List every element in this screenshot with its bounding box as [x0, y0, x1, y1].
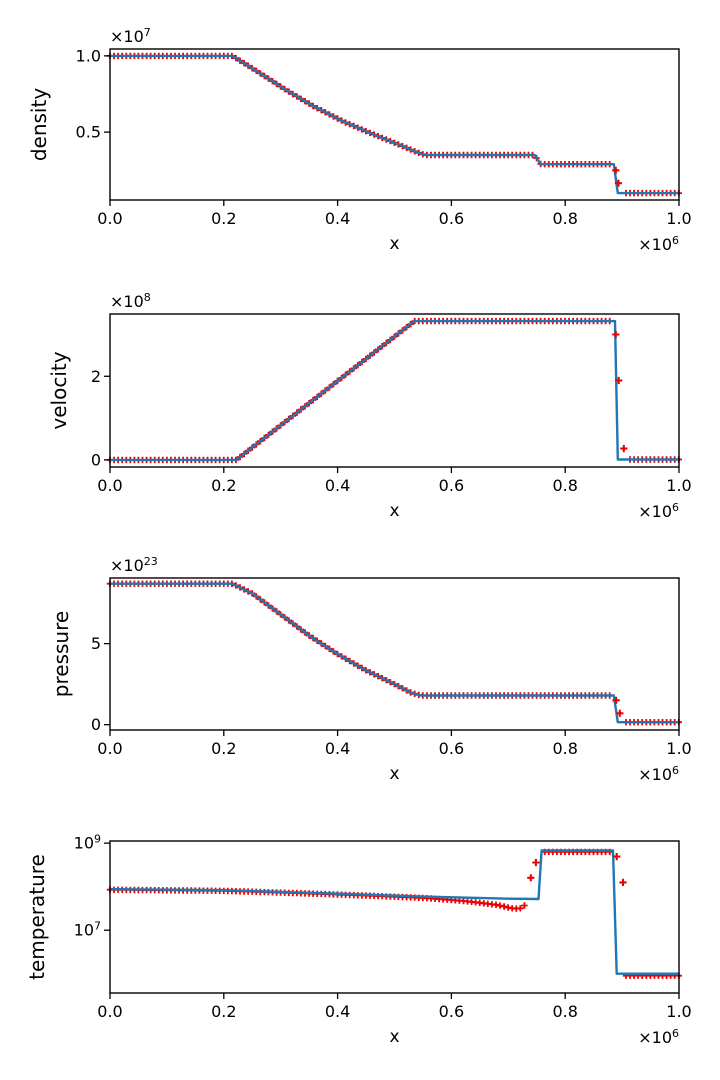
outlier-markers-velocity — [612, 330, 628, 453]
y-tick-label: 0 — [91, 715, 101, 734]
outlier-markers-density — [612, 166, 622, 187]
x-tick-label: 0.8 — [552, 739, 577, 758]
scatter-markers-density — [106, 52, 682, 197]
solution-line-velocity — [110, 319, 679, 462]
scatter-markers-velocity — [106, 317, 682, 464]
x-tick-label: 0.8 — [552, 209, 577, 228]
y-axis-label: pressure — [49, 611, 73, 697]
x-tick-label: 0.0 — [97, 739, 122, 758]
panel-density: 0.0 0.2 0.4 0.6 0.8 1.0 0.5 1.0 ×107 x ×106 density — [27, 26, 692, 254]
x-tick-label: 0.4 — [325, 209, 350, 228]
x-axis-label: x — [389, 764, 399, 784]
x-tick-label: 0.4 — [325, 739, 350, 758]
axes-frame-pressure — [109, 577, 680, 731]
x-tick-label: 0.6 — [439, 739, 464, 758]
x-axis-label: x — [389, 1027, 399, 1047]
y-offset-text: ×108 — [110, 291, 151, 311]
x-tick-label: 0.2 — [211, 739, 236, 758]
x-tick-label: 0.0 — [97, 209, 122, 228]
solution-line-pressure — [110, 582, 679, 724]
x-offset-text: ×106 — [638, 501, 679, 521]
y-axis-label: temperature — [25, 854, 49, 980]
y-axis-label: velocity — [47, 351, 71, 429]
x-tick-label: 0.8 — [552, 476, 577, 495]
x-tick-label: 0.2 — [211, 1002, 236, 1021]
x-tick-label: 0.8 — [552, 1002, 577, 1021]
axes-frame-density — [109, 48, 680, 201]
x-offset-text: ×106 — [638, 764, 679, 784]
scatter-markers-pressure — [106, 580, 682, 726]
y-tick-label: 0 — [91, 450, 101, 469]
y-tick-label: 0.5 — [76, 123, 101, 142]
x-tick-label: 0.0 — [97, 476, 122, 495]
outlier-markers-temperature — [527, 853, 627, 886]
y-tick-label: 2 — [91, 367, 101, 386]
x-tick-label: 0.6 — [439, 1002, 464, 1021]
y-tick-label: 109 — [74, 833, 101, 853]
y-tick-label: 107 — [74, 920, 101, 940]
y-offset-text: ×107 — [110, 26, 151, 46]
axes-frame-velocity — [109, 313, 680, 468]
outlier-markers-pressure — [612, 696, 624, 717]
x-tick-label: 1.0 — [666, 739, 691, 758]
y-tick-label: 1.0 — [76, 46, 101, 65]
x-tick-label: 1.0 — [666, 476, 691, 495]
panel-velocity: 0.0 0.2 0.4 0.6 0.8 1.0 0 2 ×108 x ×106 velocity — [47, 291, 692, 521]
solution-line-density — [110, 54, 679, 195]
x-tick-label: 0.0 — [97, 1002, 122, 1021]
x-offset-text: ×106 — [638, 234, 679, 254]
panel-temperature: 0.0 0.2 0.4 0.6 0.8 1.0 107 109 x ×106 temperature — [25, 833, 692, 1047]
scatter-markers-temperature — [106, 848, 682, 979]
y-tick-label: 5 — [91, 634, 101, 653]
axes-frame-temperature — [109, 840, 680, 994]
x-tick-label: 0.2 — [211, 476, 236, 495]
solution-line-temperature — [109, 849, 679, 975]
panel-pressure: 0.0 0.2 0.4 0.6 0.8 1.0 0 5 ×1023 x ×106 pressure — [49, 555, 692, 784]
x-tick-label: 0.6 — [439, 476, 464, 495]
x-tick-label: 1.0 — [666, 1002, 691, 1021]
y-offset-text: ×1023 — [110, 555, 158, 575]
x-tick-label: 0.2 — [211, 209, 236, 228]
y-axis-label: density — [27, 88, 51, 161]
x-axis-label: x — [389, 501, 399, 521]
x-tick-label: 0.6 — [439, 209, 464, 228]
x-tick-label: 0.4 — [325, 476, 350, 495]
x-offset-text: ×106 — [638, 1027, 679, 1047]
x-tick-label: 0.4 — [325, 1002, 350, 1021]
x-axis-label: x — [389, 234, 399, 254]
x-tick-label: 1.0 — [666, 209, 691, 228]
